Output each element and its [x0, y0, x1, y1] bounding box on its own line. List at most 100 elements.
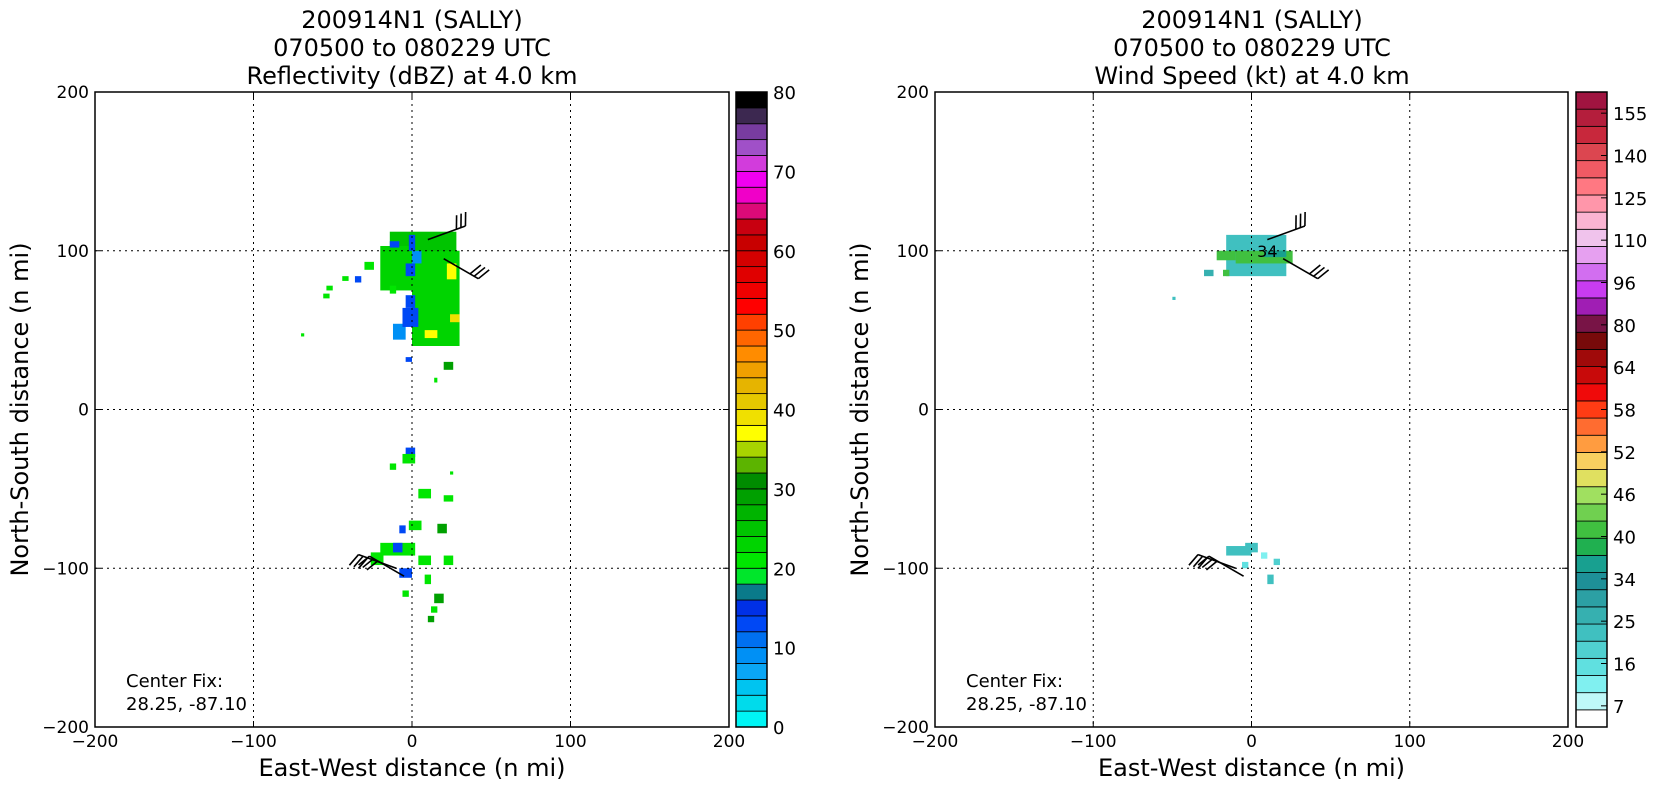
reflectivity-panel: 200914N1 (SALLY)070500 to 080229 UTCRefl…	[6, 6, 796, 782]
y-tick-label: 0	[78, 401, 89, 421]
x-tick-label: 100	[1394, 732, 1426, 752]
data-cell	[402, 590, 409, 597]
colorbar-segment	[735, 107, 768, 125]
data-cell	[437, 523, 447, 534]
colorbar-segment	[735, 170, 768, 188]
x-tick-label: 100	[554, 732, 586, 752]
data-cell	[443, 555, 454, 566]
colorbar-segment	[735, 377, 768, 395]
data-cell	[418, 488, 432, 499]
plot-frame	[934, 91, 1569, 728]
chart-title-line: Wind Speed (kt) at 4.0 km	[1094, 62, 1409, 90]
colorbar-segment	[735, 218, 768, 236]
colorbar: 7 16 25 34 40 46 52 58 64 80 96 110 125 140 155	[1575, 91, 1647, 728]
chart-title-line: 200914N1 (SALLY)	[1141, 6, 1363, 34]
wind-barb	[443, 257, 490, 280]
colorbar-tick-label: 52	[1613, 443, 1636, 464]
colorbar-segment	[1575, 657, 1608, 676]
colorbar-segment	[1575, 572, 1608, 591]
wind-speed-panel: 200914N1 (SALLY)070500 to 080229 UTCWind…	[846, 6, 1647, 782]
data-cell	[1267, 574, 1274, 585]
y-axis-label: North-South distance (n mi)	[846, 242, 874, 576]
data-cell	[1204, 269, 1214, 277]
chart-title-line: 070500 to 080229 UTC	[273, 34, 551, 62]
y-tick-label: 200	[897, 83, 929, 103]
data-cell	[1264, 250, 1287, 258]
colorbar-tick-label: 0	[773, 718, 784, 739]
colorbar-segment	[1575, 263, 1608, 282]
colorbar-segment	[1575, 211, 1608, 230]
y-tick-label: 100	[897, 242, 929, 262]
center-fix-annotation: Center Fix:	[966, 671, 1063, 692]
colorbar-segment	[735, 186, 768, 204]
colorbar-tick-label: 155	[1613, 104, 1647, 125]
data-cell	[1172, 296, 1176, 300]
colorbar-tick-label: 64	[1613, 358, 1636, 379]
data-cell	[434, 377, 438, 383]
colorbar-segment	[1575, 675, 1608, 694]
colorbar-tick-label: 125	[1613, 189, 1647, 210]
colorbar-segment	[735, 361, 768, 379]
center-fix-annotation: Center Fix:	[126, 671, 223, 692]
colorbar-segment	[735, 710, 768, 728]
colorbar-segment	[735, 663, 768, 680]
data-cell	[389, 285, 397, 294]
data-cell	[389, 241, 400, 248]
data-cell	[323, 293, 330, 299]
colorbar-segment	[1575, 640, 1608, 659]
colorbar-segment	[735, 393, 768, 410]
chart-title-line: Reflectivity (dBZ) at 4.0 km	[247, 62, 578, 90]
data-cell	[392, 542, 403, 553]
colorbar-segment	[735, 282, 768, 299]
data-cell	[342, 276, 349, 281]
data-cell	[1226, 546, 1252, 556]
data-cell	[402, 307, 419, 327]
colorbar-tick-label: 70	[773, 162, 796, 183]
colorbar-segment	[1575, 537, 1608, 556]
y-axis-label: North-South distance (n mi)	[6, 242, 34, 576]
colorbar-segment	[735, 155, 768, 172]
data-cell	[1223, 269, 1230, 277]
colorbar-segment	[1575, 434, 1608, 453]
colorbar-segment	[1575, 280, 1608, 299]
data-cell	[427, 615, 435, 623]
colorbar-segment	[1575, 177, 1608, 196]
data-cell	[405, 263, 416, 277]
data-cell	[364, 261, 374, 270]
data-cell	[443, 361, 454, 370]
colorbar-segment	[735, 329, 768, 347]
colorbar-segment	[735, 488, 768, 506]
colorbar-tick-label: 110	[1613, 231, 1647, 252]
colorbar-segment	[735, 504, 768, 522]
colorbar-tick-label: 10	[773, 639, 796, 660]
colorbar-tick-label: 40	[1613, 528, 1636, 549]
chart-title-line: 070500 to 080229 UTC	[1113, 34, 1391, 62]
colorbar-segment	[735, 599, 768, 617]
x-tick-label: −200	[72, 732, 119, 752]
data-cell	[1260, 552, 1268, 559]
colorbar-tick-label: 80	[773, 83, 796, 104]
colorbar-tick-label: 16	[1613, 655, 1636, 676]
colorbar-segment	[1575, 709, 1608, 728]
data-cell	[405, 357, 412, 362]
colorbar-segment	[735, 202, 768, 220]
data-cell	[1216, 250, 1236, 261]
colorbar-segment	[735, 91, 768, 109]
colorbar-segment	[1575, 143, 1608, 162]
colorbar-tick-label: 7	[1613, 697, 1624, 718]
chart-title-line: 200914N1 (SALLY)	[301, 6, 523, 34]
y-tick-label: −100	[42, 559, 89, 579]
data-cell	[408, 520, 422, 531]
colorbar-segment	[735, 536, 768, 553]
y-tick-label: −100	[882, 559, 929, 579]
colorbar-segment	[735, 583, 768, 601]
colorbar-tick-label: 20	[773, 559, 796, 580]
colorbar-segment	[1575, 331, 1608, 350]
data-cell	[399, 568, 412, 578]
colorbar-segment	[1575, 349, 1608, 367]
y-tick-label: −200	[882, 718, 929, 738]
data-cell	[412, 250, 422, 264]
data-cell	[405, 295, 416, 308]
colorbar-segment	[1575, 160, 1608, 179]
x-tick-label: 200	[713, 732, 745, 752]
